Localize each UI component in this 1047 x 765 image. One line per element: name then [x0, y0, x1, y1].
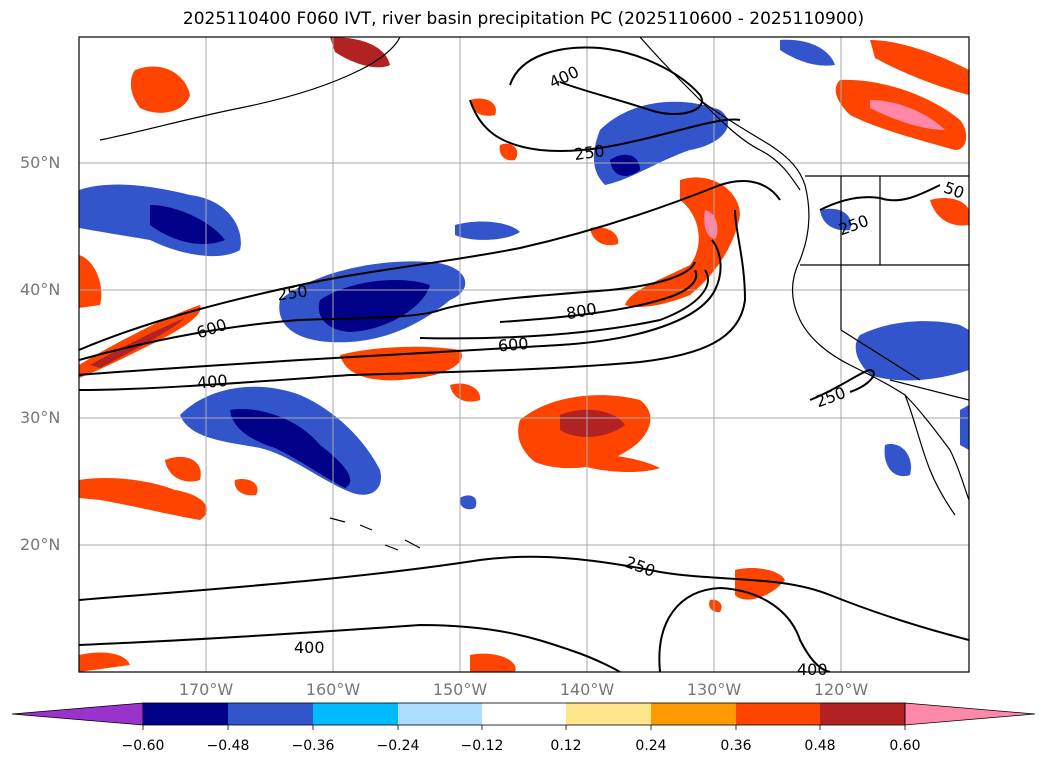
graticule [79, 37, 969, 672]
lat-label: 30°N [20, 408, 61, 427]
lon-label: 120°W [813, 680, 869, 699]
colorbar-swatch [143, 703, 228, 725]
colorbar-tick-label: −0.12 [460, 738, 504, 754]
lon-label: 160°W [305, 680, 361, 699]
precip-blob-negative-core [230, 409, 351, 488]
lat-label: 20°N [20, 535, 61, 554]
lon-label: 140°W [559, 680, 615, 699]
colorbar-tick-label: −0.24 [376, 738, 420, 754]
precip-blob-positive [625, 177, 740, 307]
precip-blob-negative [780, 39, 835, 66]
colorbar-swatch [482, 703, 566, 725]
contour-label: 250 [573, 141, 606, 164]
precip-blob-negative [960, 405, 969, 450]
contour-label: 400 [196, 371, 228, 393]
precip-blob-positive [470, 653, 516, 672]
contour-label: 400 [294, 638, 325, 657]
lon-label: 170°W [178, 680, 234, 699]
colorbar-tick-label: −0.60 [121, 738, 165, 754]
ivt-contour-800 [499, 269, 698, 323]
colorbar [11, 702, 1036, 730]
precip-blob-positive [234, 479, 258, 496]
coastline-baja [904, 394, 956, 516]
ivt-contour-600-main [79, 261, 696, 361]
precip-blob-positive [79, 652, 130, 672]
precip-blob-negative [459, 495, 477, 510]
contour-label: 600 [497, 334, 529, 356]
state-border-mex [889, 379, 969, 401]
colorbar-frame [142, 702, 906, 726]
precip-blob-positive [930, 198, 969, 226]
ivt-contour-400-south [79, 623, 621, 672]
lon-label: 150°W [432, 680, 488, 699]
colorbar-tick-label: 0.48 [804, 738, 836, 754]
precip-blob-positive [330, 37, 390, 68]
colorbar-swatch [398, 703, 482, 725]
lat-label: 50°N [20, 153, 61, 172]
coastlines [99, 37, 969, 551]
map-title: 2025110400 F060 IVT, river basin precipi… [182, 9, 865, 29]
map-frame [78, 36, 970, 673]
coastline-alaska [99, 37, 401, 141]
ivt-contours [79, 46, 969, 672]
coastline-west-coast [791, 184, 969, 501]
precip-blob-negative [884, 444, 911, 477]
ivt-contour-600-loop [419, 269, 709, 340]
precip-blob-positive [79, 255, 102, 308]
precip-blob-positive [450, 383, 481, 402]
colorbar-extend-right [904, 702, 1036, 726]
colorbar-swatch [313, 703, 398, 725]
colorbar-swatch [736, 703, 820, 725]
lon-label: 130°W [686, 680, 742, 699]
precip-blob-positive [590, 227, 619, 246]
ivt-contour-400-south-east [658, 586, 831, 672]
ivt-contour-250-south [79, 555, 969, 641]
contour-labels: 400 250 250 600 400 600 800 250 250 50 2… [194, 62, 967, 679]
ivt-contour-250-main [79, 180, 781, 351]
colorbar-swatch [820, 703, 905, 725]
precip-blob-positive [130, 66, 190, 113]
precip-blob-positive [870, 40, 969, 95]
ivt-contour-250-coast [809, 368, 875, 401]
colorbar-tick-label: 0.60 [889, 738, 921, 754]
ivt-contour-250-main-south [79, 209, 747, 391]
colorbar-swatch [228, 703, 313, 725]
lat-label: 40°N [20, 280, 61, 299]
precip-blob-negative [855, 321, 969, 381]
contour-label: 250 [276, 281, 309, 304]
coastline-alaska-panhandle [639, 37, 801, 191]
ivt-contour-400-main [79, 239, 722, 376]
hawaii-islands [329, 517, 421, 551]
precip-blob-positive-core [90, 318, 185, 368]
colorbar-tick-label: −0.36 [291, 738, 335, 754]
precip-blob-positive [499, 143, 518, 161]
coastline-bc [699, 99, 806, 186]
colorbar-swatch [566, 703, 651, 725]
precip-blob-positive [580, 454, 660, 472]
colorbar-extend-left [11, 702, 144, 726]
colorbar-swatch [651, 703, 736, 725]
ivt-contour-250-north [469, 99, 741, 152]
precip-blob-positive [709, 599, 722, 613]
colorbar-tick-label: −0.48 [206, 738, 250, 754]
precip-blob-positive [79, 478, 207, 520]
precip-blob-negative [455, 221, 520, 240]
precip-anomaly-layer [79, 37, 969, 672]
colorbar-tick-label: 0.24 [635, 738, 667, 754]
precip-blob-negative [820, 208, 851, 231]
colorbar-tick-label: 0.12 [550, 738, 582, 754]
precip-blob-positive-highlight [870, 100, 945, 130]
precip-blob-negative-core [610, 154, 640, 176]
map-background [79, 37, 969, 672]
precip-blob-positive [470, 98, 496, 116]
state-border-interior [840, 176, 921, 381]
ivt-contour-400-north [509, 46, 703, 116]
colorbar-tick-label: 0.36 [720, 738, 752, 754]
contour-label: 400 [797, 660, 828, 679]
precip-blob-positive-core [560, 409, 625, 437]
precip-blob-positive [165, 456, 201, 482]
